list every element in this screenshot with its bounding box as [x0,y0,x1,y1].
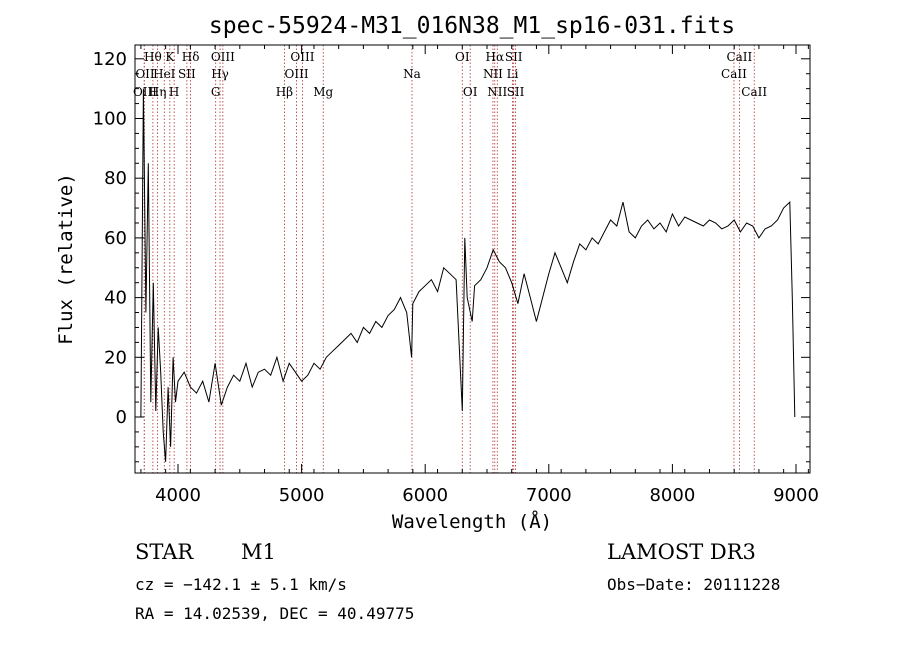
line-label: Li [507,67,519,81]
y-tick-label: 20 [104,347,127,368]
line-label: CaII [726,50,752,64]
y-tick-label: 120 [93,49,127,70]
line-label: OIII [290,50,314,64]
y-axis-ticks: 0 20 40 60 80 100 120 [93,49,810,463]
plot-frame [134,44,811,474]
line-label: OII [135,67,155,81]
x-tick-label: 7000 [526,485,572,506]
line-label: SII [507,85,525,99]
redshift-label: cz = −142.1 ± 5.1 km/s [135,575,347,594]
x-axis-title: Wavelength (Å) [392,510,552,533]
line-label: OIII [211,50,235,64]
line-label: NII [487,85,507,99]
line-label: SII [505,50,523,64]
line-label: Hη [149,85,167,99]
x-tick-label: 9000 [773,485,819,506]
survey-label: LAMOST DR3 [607,540,756,564]
x-tick-label: 4000 [155,485,201,506]
line-label: SII [178,67,196,81]
x-tick-label: 8000 [649,485,695,506]
line-label: CaII [741,85,767,99]
chart-title: spec-55924-M31_016N38_M1_sp16-031.fits [209,13,735,39]
line-label: K [165,50,175,64]
line-label: OIII [133,85,157,99]
y-axis-title: Flux (relative) [55,173,77,345]
object-subclass-label: M1 [241,540,276,564]
line-label: OI [455,50,470,64]
spectrum-series-line [140,88,796,462]
x-tick-label: 5000 [279,485,325,506]
y-tick-label: 100 [93,109,127,130]
line-label: Na [403,67,421,81]
line-label: OIII [285,67,309,81]
line-label: G [211,85,221,99]
line-label: OI [463,85,478,99]
y-tick-label: 40 [104,288,127,309]
y-tick-label: 0 [116,407,127,428]
line-label: Mg [313,85,333,99]
line-label: H [169,85,179,99]
line-label: Hα [485,50,504,64]
line-label: NII [483,67,503,81]
x-tick-label: 6000 [402,485,448,506]
line-label: Hδ [182,50,200,64]
line-label: HeI [153,67,176,81]
coordinates-label: RA = 14.02539, DEC = 40.49775 [135,604,414,623]
line-label: Hγ [211,67,229,81]
line-label: Hθ [144,50,162,64]
y-tick-label: 80 [104,168,127,189]
emission-line-markers [143,45,755,473]
obs-date-label: Obs−Date: 20111228 [607,575,780,594]
x-axis-ticks: 4000 5000 6000 7000 8000 9000 [140,45,819,506]
y-tick-label: 60 [104,228,127,249]
line-label: Hβ [276,85,293,99]
line-label: CaII [721,67,747,81]
object-class-label: STAR [135,540,194,564]
